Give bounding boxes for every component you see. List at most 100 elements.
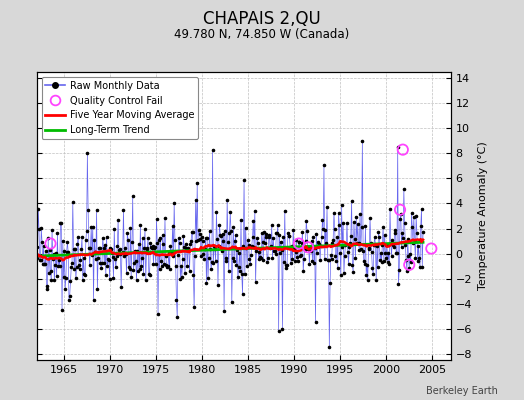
Point [58, 307, 66, 313]
Point [153, 240, 161, 247]
Point [311, 245, 319, 251]
Point [36, 257, 45, 263]
Point [130, 259, 138, 266]
Point [400, 220, 409, 226]
Point [394, 144, 402, 150]
Point [283, 262, 291, 268]
Point [324, 257, 332, 263]
Point [36, 257, 44, 263]
Point [307, 248, 315, 254]
Point [288, 256, 297, 262]
Point [367, 240, 375, 246]
Point [103, 263, 112, 269]
Point [253, 235, 261, 241]
Point [316, 256, 324, 263]
Point [223, 196, 232, 203]
Point [415, 254, 423, 261]
Point [89, 297, 97, 303]
Point [115, 245, 124, 252]
Point [260, 229, 268, 235]
Point [60, 248, 69, 255]
Point [274, 221, 282, 228]
Point [357, 224, 366, 231]
Point [270, 248, 278, 254]
Point [121, 244, 129, 251]
Point [199, 238, 207, 244]
Point [266, 245, 275, 251]
Point [191, 253, 199, 260]
Point [124, 236, 132, 243]
Point [398, 230, 407, 236]
Point [215, 222, 224, 228]
Point [306, 244, 314, 250]
Point [297, 252, 305, 258]
Point [405, 262, 413, 268]
Point [397, 211, 405, 218]
Point [416, 264, 424, 270]
Point [176, 276, 184, 282]
Point [202, 280, 211, 286]
Point [394, 280, 402, 287]
Point [79, 277, 87, 284]
Point [110, 275, 118, 281]
Point [370, 234, 379, 240]
Point [302, 217, 311, 224]
Point [45, 270, 53, 276]
Point [196, 236, 204, 242]
Point [176, 240, 184, 246]
Point [260, 239, 269, 246]
Point [186, 241, 194, 248]
Point [245, 256, 254, 262]
Point [39, 261, 47, 267]
Point [362, 272, 370, 278]
Point [255, 248, 264, 255]
Point [96, 260, 105, 266]
Point [145, 270, 153, 277]
Point [57, 220, 66, 226]
Point [409, 240, 417, 246]
Point [403, 268, 411, 274]
Point [138, 235, 147, 241]
Point [390, 244, 398, 250]
Point [162, 262, 171, 268]
Point [365, 245, 374, 251]
Point [320, 161, 328, 168]
Point [406, 251, 414, 257]
Point [323, 204, 331, 210]
Point [171, 263, 180, 269]
Point [328, 240, 336, 246]
Point [403, 236, 412, 242]
Point [99, 234, 107, 241]
Point [247, 252, 255, 258]
Point [376, 257, 384, 264]
Point [354, 221, 362, 227]
Point [377, 259, 386, 266]
Point [180, 244, 188, 250]
Point [379, 224, 387, 230]
Point [101, 242, 109, 248]
Point [141, 226, 149, 232]
Point [50, 277, 59, 284]
Point [303, 246, 312, 252]
Point [289, 227, 298, 233]
Point [222, 258, 231, 264]
Point [290, 246, 298, 253]
Point [343, 220, 351, 226]
Point [417, 223, 425, 229]
Point [42, 286, 51, 292]
Point [56, 262, 64, 269]
Point [344, 260, 353, 267]
Point [392, 250, 401, 256]
Point [222, 254, 230, 261]
Point [129, 267, 138, 273]
Point [332, 258, 341, 264]
Point [38, 239, 46, 246]
Point [363, 262, 371, 268]
Point [214, 282, 222, 288]
Point [339, 220, 347, 227]
Point [286, 244, 294, 250]
Point [219, 231, 227, 238]
Point [86, 245, 95, 251]
Point [98, 259, 106, 266]
Point [148, 244, 156, 251]
